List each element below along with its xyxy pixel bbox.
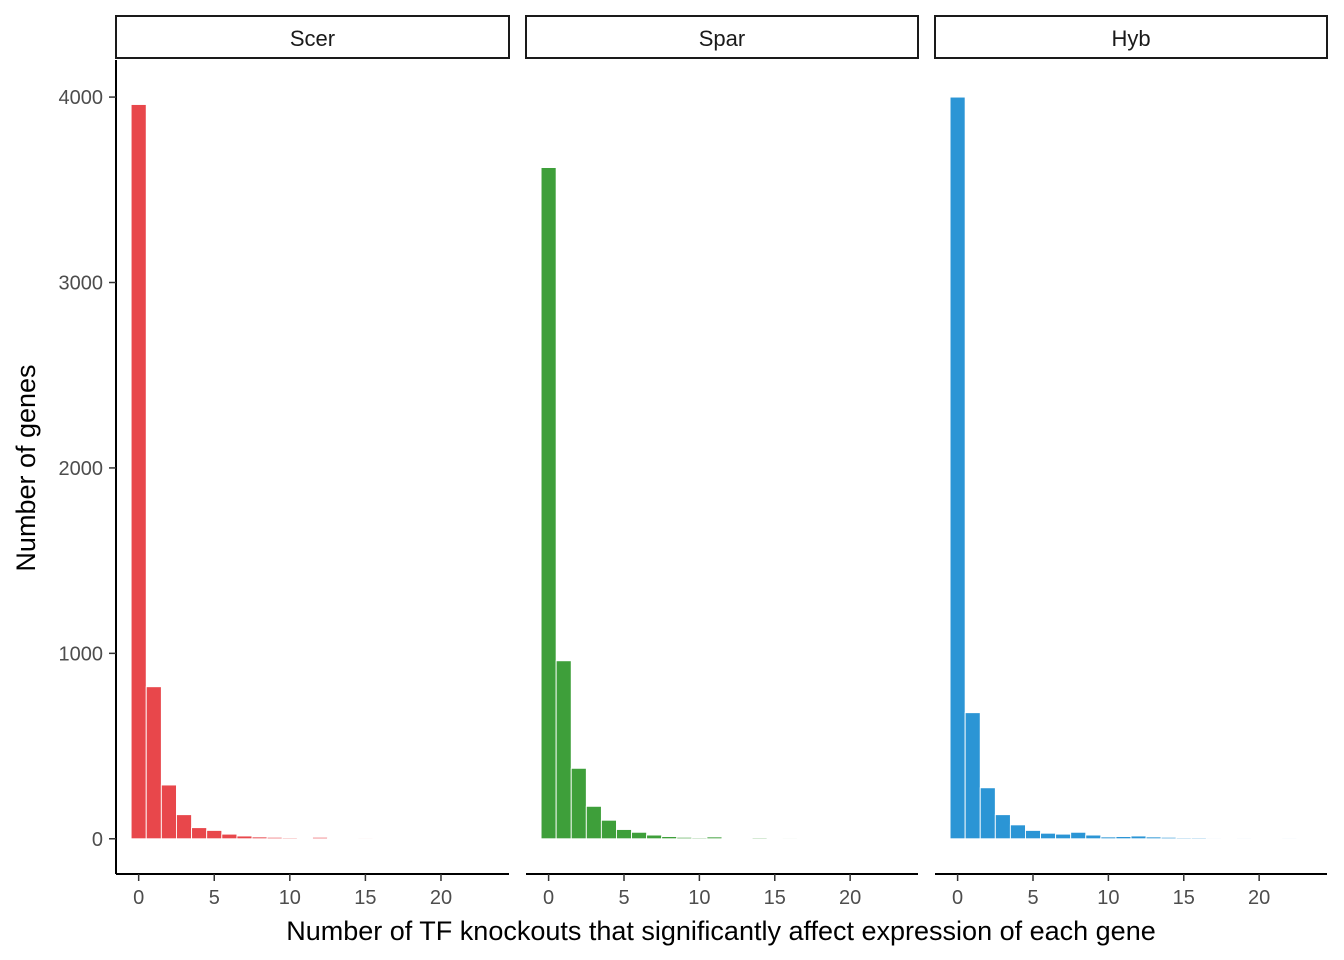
bar-hyb-19 — [1236, 837, 1253, 840]
x-tick-label: 0 — [543, 887, 554, 909]
y-tick-label: 2000 — [59, 458, 104, 480]
x-tick-label: 15 — [354, 887, 376, 909]
bar-spar-10 — [691, 837, 708, 840]
bar-spar-1 — [555, 660, 572, 840]
bar-scer-1 — [145, 686, 162, 840]
y-tick-label: 4000 — [59, 87, 104, 109]
bar-spar-6 — [631, 831, 648, 840]
bar-scer-3 — [176, 814, 193, 840]
x-tick-label: 20 — [1248, 887, 1270, 909]
x-tick-label: 0 — [133, 887, 144, 909]
bar-hyb-22 — [1281, 837, 1298, 840]
x-tick-label: 15 — [1173, 887, 1195, 909]
bar-scer-15 — [357, 837, 374, 840]
x-tick-label: 10 — [688, 887, 710, 909]
bar-spar-5 — [616, 829, 632, 840]
bar-scer-10 — [281, 837, 298, 840]
bar-scer-6 — [221, 833, 238, 840]
x-tick-label: 15 — [764, 887, 786, 909]
x-tick-label: 20 — [430, 887, 452, 909]
bar-spar-21 — [857, 837, 874, 840]
x-tick-label: 20 — [839, 887, 861, 909]
bar-hyb-0 — [949, 96, 966, 840]
facet-strip-scer — [115, 15, 510, 59]
bar-scer-4 — [191, 827, 208, 840]
x-tick-label: 10 — [1097, 887, 1119, 909]
bar-spar-7 — [646, 834, 663, 840]
bar-scer-11 — [296, 837, 313, 840]
bar-scer-14 — [342, 837, 359, 840]
bar-spar-0 — [540, 167, 557, 840]
x-axis-title: Number of TF knockouts that significantl… — [286, 916, 1155, 946]
bar-hyb-5 — [1025, 829, 1041, 840]
bar-hyb-2 — [979, 787, 996, 840]
bar-hyb-13 — [1145, 836, 1162, 840]
bar-hyb-11 — [1115, 836, 1132, 840]
bar-scer-2 — [160, 784, 177, 840]
y-tick-label: 0 — [92, 829, 103, 851]
bar-scer-8 — [251, 836, 268, 840]
bar-spar-3 — [585, 805, 602, 840]
bar-hyb-15 — [1175, 837, 1192, 840]
bar-hyb-16 — [1190, 837, 1207, 840]
bar-hyb-17 — [1205, 837, 1222, 840]
facet-strip-spar — [525, 15, 919, 59]
bar-scer-7 — [236, 835, 253, 840]
bar-hyb-3 — [994, 814, 1011, 840]
x-tick-label: 5 — [209, 887, 220, 909]
bar-hyb-23 — [1296, 837, 1313, 840]
bar-spar-4 — [600, 819, 617, 840]
facet-strip-hyb — [934, 15, 1328, 59]
x-tick-label: 5 — [1027, 887, 1038, 909]
bar-spar-8 — [661, 836, 678, 840]
bar-hyb-21 — [1266, 837, 1283, 840]
bar-spar-15 — [766, 837, 783, 840]
bar-spar-12 — [721, 837, 738, 840]
bar-hyb-20 — [1251, 837, 1268, 840]
bar-hyb-1 — [964, 712, 981, 840]
bar-scer-5 — [206, 829, 223, 840]
bar-spar-2 — [570, 767, 587, 840]
bar-hyb-10 — [1100, 836, 1117, 840]
bar-scer-0 — [130, 104, 147, 840]
facet-strip-label-spar: Spar — [699, 26, 745, 51]
x-tick-label: 5 — [618, 887, 629, 909]
bar-hyb-14 — [1160, 836, 1177, 840]
bar-scer-12 — [312, 836, 329, 840]
bar-spar-20 — [842, 837, 859, 840]
bar-spar-18 — [812, 837, 828, 840]
bar-spar-19 — [827, 837, 844, 840]
bar-hyb-7 — [1055, 833, 1072, 840]
y-tick-label: 1000 — [59, 643, 104, 665]
y-axis-title: Number of genes — [11, 364, 41, 571]
bar-hyb-6 — [1040, 832, 1057, 840]
bar-spar-16 — [781, 837, 798, 840]
bar-hyb-8 — [1070, 831, 1087, 840]
bar-hyb-18 — [1221, 837, 1237, 840]
x-tick-label: 0 — [952, 887, 963, 909]
bar-spar-13 — [736, 837, 753, 840]
y-tick-label: 3000 — [59, 273, 104, 295]
bar-hyb-4 — [1009, 824, 1026, 840]
bar-spar-11 — [706, 836, 723, 840]
bar-scer-13 — [327, 837, 344, 840]
x-tick-label: 10 — [279, 887, 301, 909]
facet-strip-label-hyb: Hyb — [1111, 26, 1150, 51]
bar-spar-17 — [796, 837, 813, 840]
bar-spar-14 — [751, 837, 768, 840]
bar-hyb-9 — [1085, 834, 1102, 840]
bar-spar-9 — [676, 836, 693, 840]
facet-strip-label-scer: Scer — [290, 26, 335, 51]
bar-scer-9 — [266, 836, 283, 840]
bar-hyb-12 — [1130, 835, 1147, 840]
